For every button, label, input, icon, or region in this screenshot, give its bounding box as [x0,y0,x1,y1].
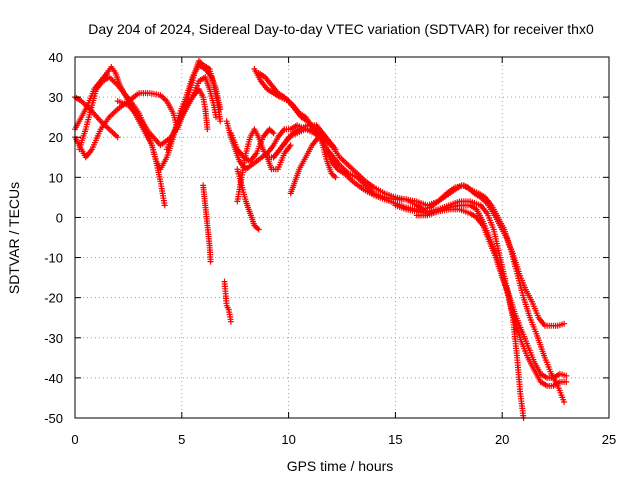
data-point [161,202,168,209]
data-point [332,174,339,181]
axis-ticks: 0 5 10 15 20 25 -50 -40 -30 -20 -10 0 10 20 30 40 [44,50,616,447]
y-tick-label: 20 [49,130,63,145]
series-arc-17 [264,142,294,173]
x-tick-label: 5 [178,432,185,447]
data-point [332,146,339,153]
y-tick-label: 40 [49,50,63,65]
data-point [287,142,294,149]
series-arc-13 [251,66,568,405]
series-line [394,204,568,387]
data-point [561,320,568,327]
x-tick-label: 0 [71,432,78,447]
data-point [563,372,570,379]
data-point [204,126,211,133]
series-arc-16 [287,134,335,197]
series-arc-6 [163,86,211,153]
x-tick-label: 25 [602,432,616,447]
data-point [213,114,219,121]
data-point [270,130,277,137]
series-arc-12 [227,126,277,165]
data-point [207,258,214,265]
series-arc-19 [413,206,570,381]
y-tick-label: -20 [44,291,63,306]
x-tick-label: 20 [495,432,509,447]
y-tick-label: 10 [49,170,63,185]
data-point [328,142,335,149]
data-point [217,106,224,113]
data-point [227,318,234,325]
x-tick-label: 15 [388,432,402,447]
series-arc-18 [392,202,570,389]
y-tick-label: 30 [49,90,63,105]
y-tick-label: -30 [44,331,63,346]
chart-title: Day 204 of 2024, Sidereal Day-to-day VTE… [88,21,594,37]
plot-frame [74,56,610,419]
x-axis-label: GPS time / hours [287,458,394,474]
data-point [563,378,570,385]
data-point [561,399,568,405]
y-tick-label: -50 [44,411,63,426]
series-arc-7 [200,182,214,265]
plot-area [72,58,570,421]
y-tick-label: 0 [56,210,63,225]
y-axis-label: SDTVAR / TECUs [6,182,22,294]
series-arc-11 [234,166,262,233]
data-point [114,134,121,141]
y-tick-label: -10 [44,251,63,266]
data-point [255,226,262,233]
data-point [217,118,224,125]
series-arc-1 [72,58,224,161]
series-arc-8 [221,278,234,325]
x-tick-label: 10 [281,432,295,447]
y-tick-label: -40 [44,371,63,386]
